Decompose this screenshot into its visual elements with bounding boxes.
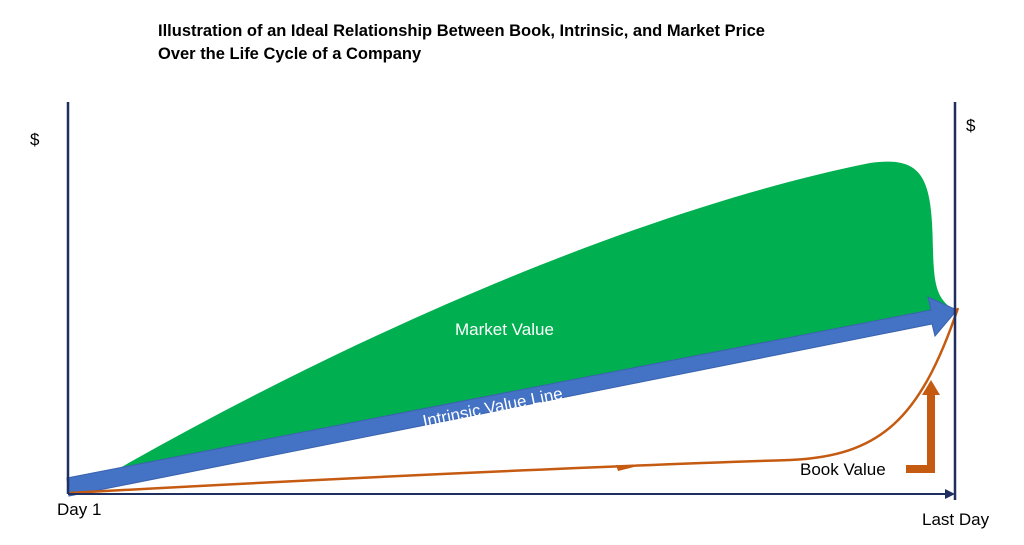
book-value-label: Book Value (800, 460, 886, 479)
title-line-2: Over the Life Cycle of a Company (158, 45, 422, 63)
market-value-label: Market Value (455, 320, 554, 339)
book-value-pointer (906, 380, 940, 473)
book-value-direction-arrow (616, 465, 634, 471)
right-y-axis-label: $ (966, 116, 976, 135)
title-line-1: Illustration of an Ideal Relationship Be… (158, 22, 765, 40)
market-value-area (118, 161, 957, 469)
diagram-title: Illustration of an Ideal Relationship Be… (158, 20, 765, 66)
x-start-label: Day 1 (57, 500, 101, 519)
intrinsic-value-arrow (66, 296, 958, 497)
book-value-curve (69, 307, 960, 495)
left-y-axis-label: $ (30, 130, 40, 149)
x-end-label: Last Day (922, 510, 990, 529)
